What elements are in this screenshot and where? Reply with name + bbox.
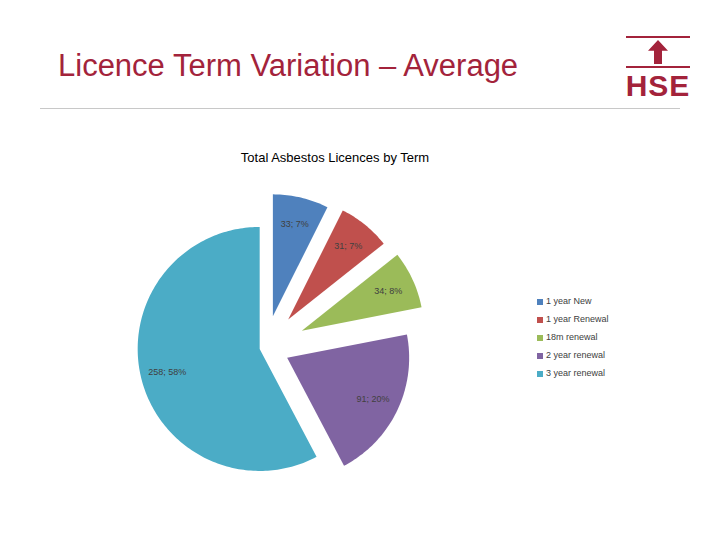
svg-text:91; 20%: 91; 20% — [356, 394, 389, 404]
html-text:1 year New: 1 year New — [546, 296, 592, 306]
html-text:3 year renewal: 3 year renewal — [546, 368, 605, 378]
svg-text:33; 7%: 33; 7% — [281, 219, 309, 229]
svg-text:31; 7%: 31; 7% — [334, 241, 362, 251]
html-text:HSE: HSE — [625, 69, 691, 102]
html-text:1 year Renewal: 1 year Renewal — [546, 314, 609, 324]
html-text:Licence Term Variation – Avera: Licence Term Variation – Average — [58, 48, 519, 83]
svg-text:34; 8%: 34; 8% — [374, 286, 402, 296]
svg-text:258; 58%: 258; 58% — [148, 367, 186, 377]
html-text:2 year renewal: 2 year renewal — [546, 350, 605, 360]
html-text:Total Asbestos Licences by Ter: Total Asbestos Licences by Term — [240, 150, 430, 165]
html-text:18m renewal: 18m renewal — [546, 332, 598, 342]
